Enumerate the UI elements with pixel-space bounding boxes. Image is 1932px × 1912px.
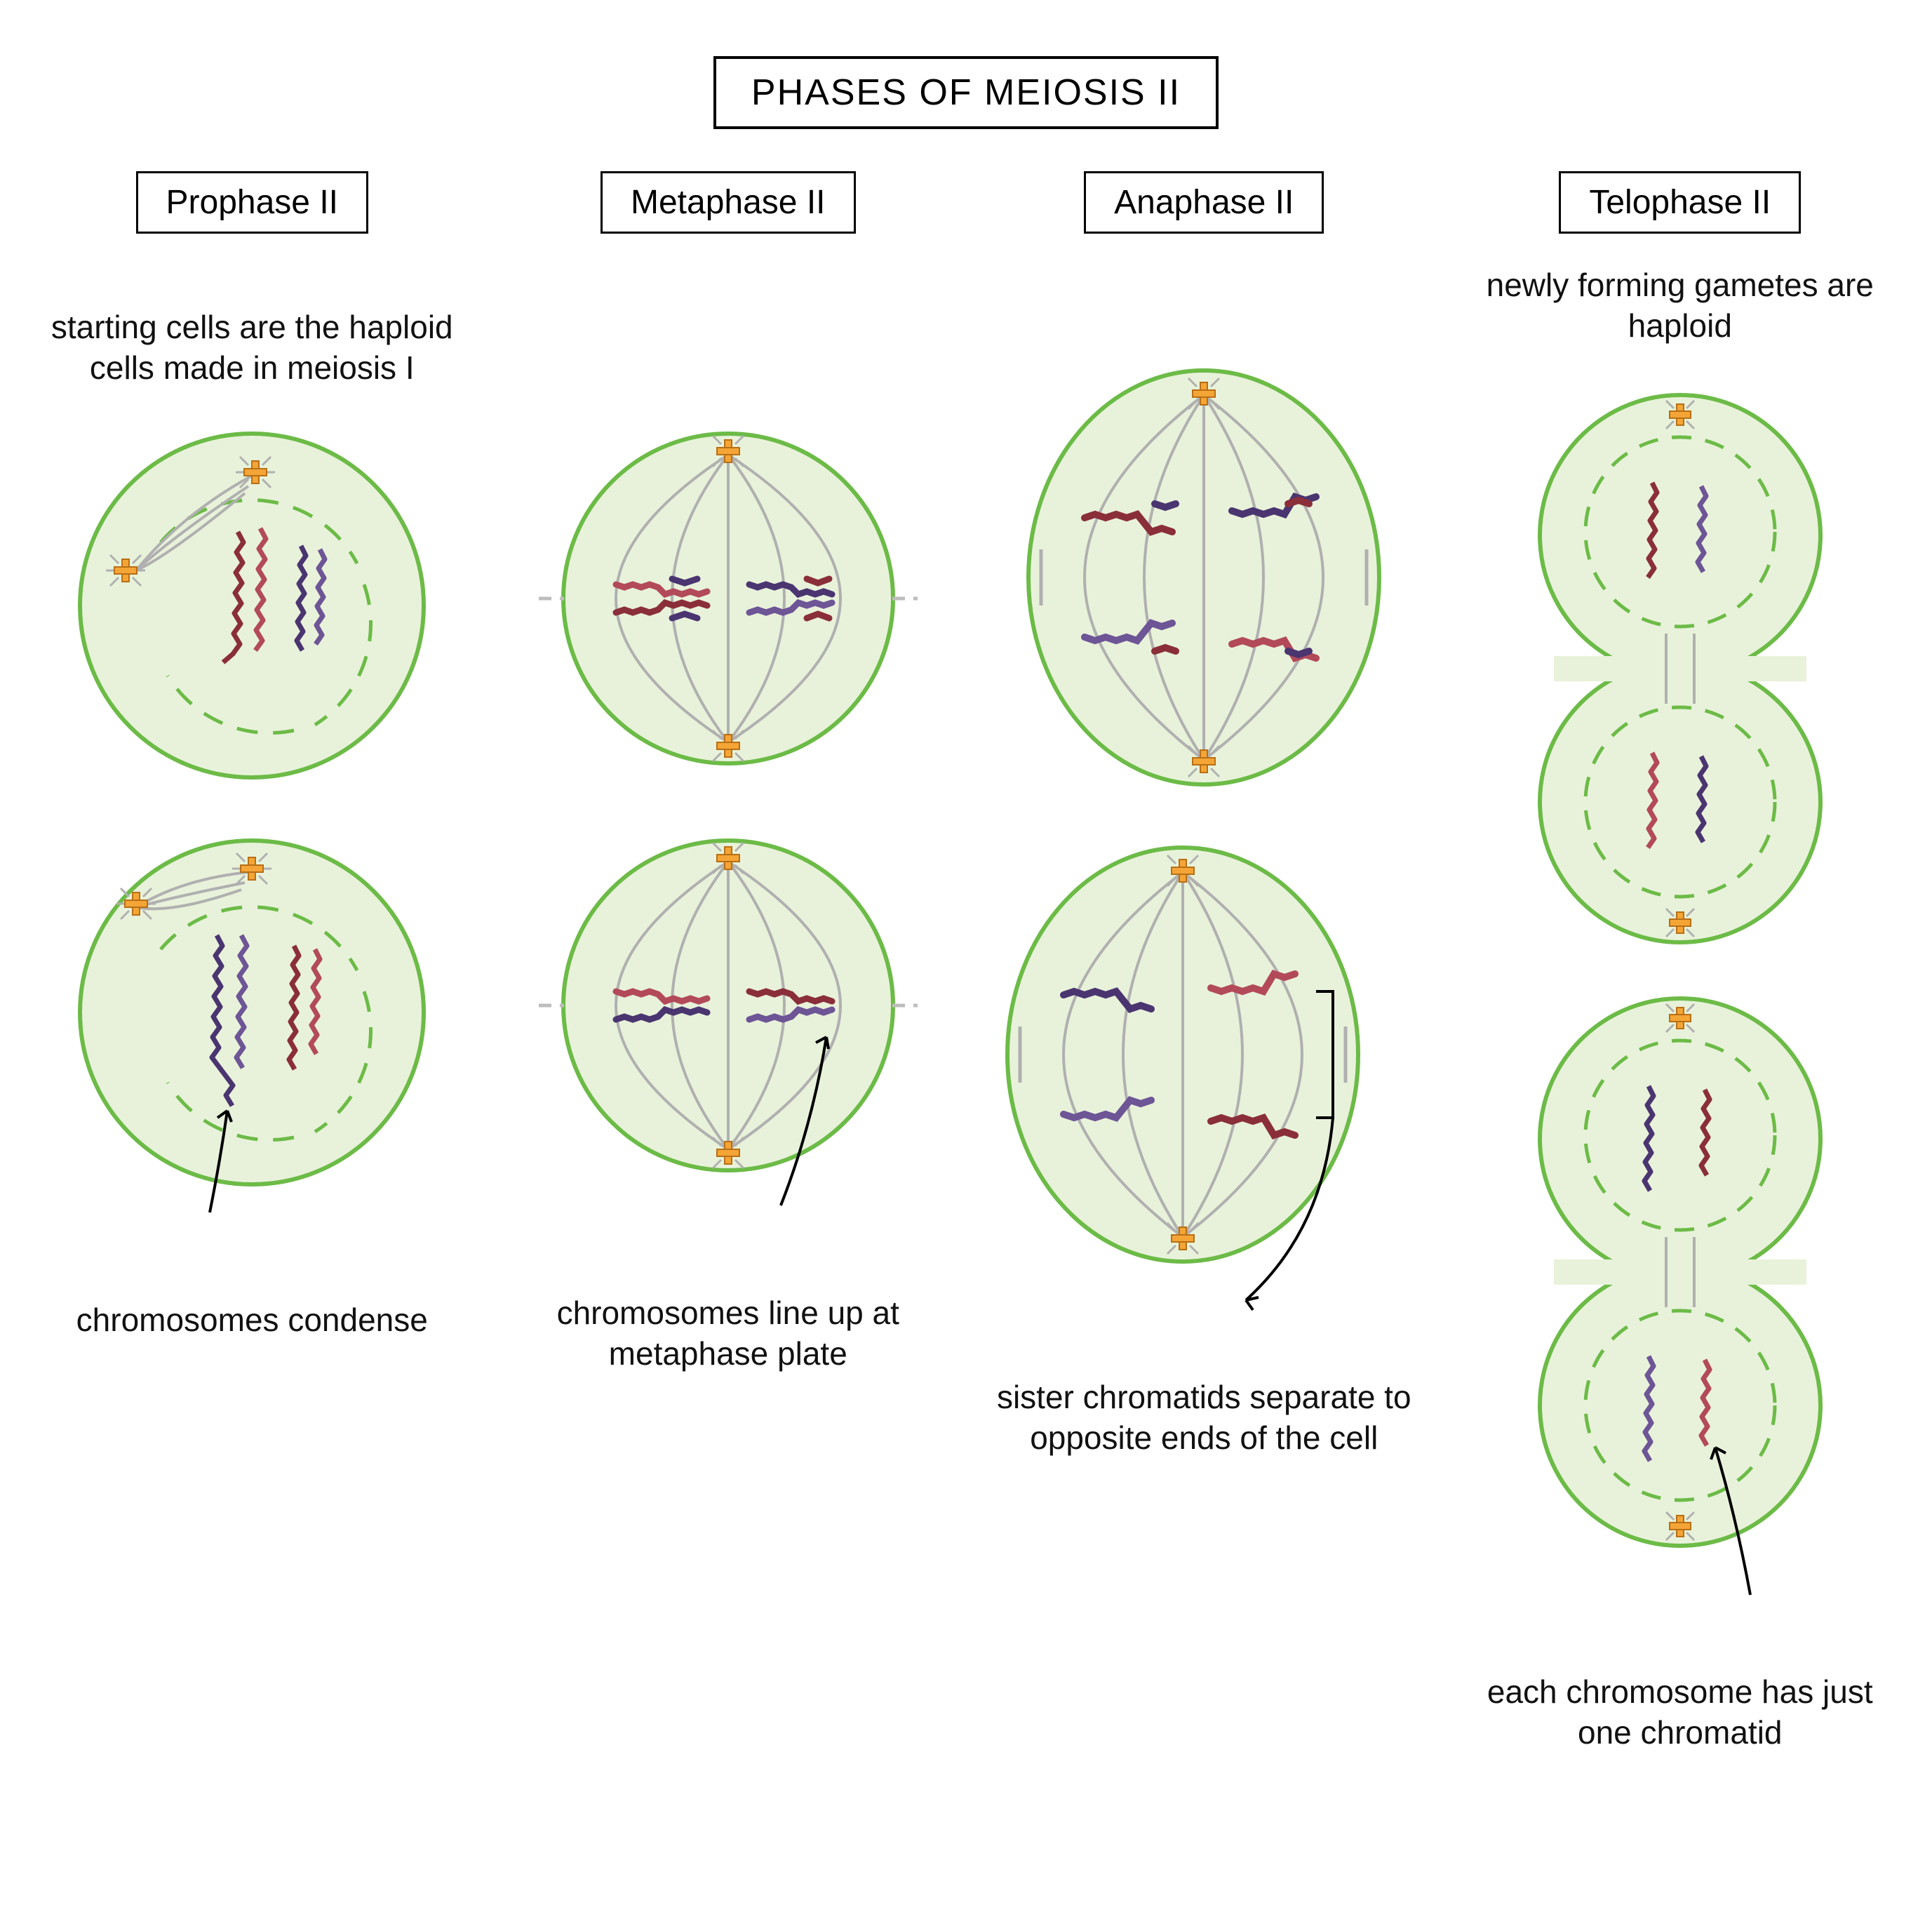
prophase-cell-1	[69, 423, 434, 788]
main-title-text: PHASES OF MEIOSIS II	[713, 56, 1219, 129]
prophase-cell-2	[69, 830, 434, 1265]
telophase-pair-2	[1512, 984, 1849, 1637]
telophase-cells	[1512, 381, 1849, 1637]
label-anaphase: Anaphase II	[1084, 171, 1324, 234]
telophase-pair-1	[1512, 381, 1849, 956]
col-anaphase: Anaphase II	[980, 171, 1428, 1753]
centriole-icon	[1666, 909, 1694, 937]
anaphase-cell-2	[986, 837, 1421, 1342]
caption-prophase-top: starting cells are the haploid cells mad…	[41, 262, 462, 388]
main-title: PHASES OF MEIOSIS II	[28, 56, 1904, 129]
caption-metaphase-bot: chromosomes line up at metaphase plate	[518, 1293, 939, 1374]
anaphase-cells	[986, 360, 1421, 1342]
centriole-icon	[1666, 1004, 1694, 1032]
metaphase-cells	[532, 416, 925, 1258]
label-metaphase: Metaphase II	[601, 171, 856, 234]
diagram-root: PHASES OF MEIOSIS II Prophase II startin…	[28, 56, 1904, 1753]
col-telophase: Telophase II newly forming gametes are h…	[1456, 171, 1905, 1753]
centriole-icon	[1188, 746, 1219, 777]
centriole-icon	[1188, 378, 1219, 409]
metaphase-cell-2	[532, 823, 925, 1258]
label-telophase: Telophase II	[1559, 171, 1801, 234]
prophase-cells	[69, 423, 434, 1265]
centriole-icon	[713, 730, 744, 761]
caption-prophase-bot: chromosomes condense	[76, 1300, 428, 1341]
caption-telophase-top: newly forming gametes are haploid	[1470, 262, 1891, 346]
centriole-icon	[713, 1137, 744, 1168]
columns: Prophase II starting cells are the haplo…	[28, 171, 1904, 1753]
label-prophase: Prophase II	[136, 171, 368, 234]
centriole-icon	[1167, 1223, 1198, 1254]
col-metaphase: Metaphase II	[504, 171, 953, 1753]
centriole-icon	[1666, 401, 1694, 429]
caption-anaphase-bot: sister chromatids separate to opposite e…	[993, 1377, 1414, 1458]
centriole-icon	[1167, 855, 1198, 886]
col-prophase: Prophase II starting cells are the haplo…	[28, 171, 476, 1753]
centriole-icon	[1666, 1512, 1694, 1540]
caption-telophase-bot: each chromosome has just one chromatid	[1470, 1672, 1891, 1753]
centriole-icon	[713, 436, 744, 467]
anaphase-cell-1	[1007, 360, 1400, 795]
metaphase-cell-1	[532, 416, 925, 781]
centriole-icon	[713, 843, 744, 874]
